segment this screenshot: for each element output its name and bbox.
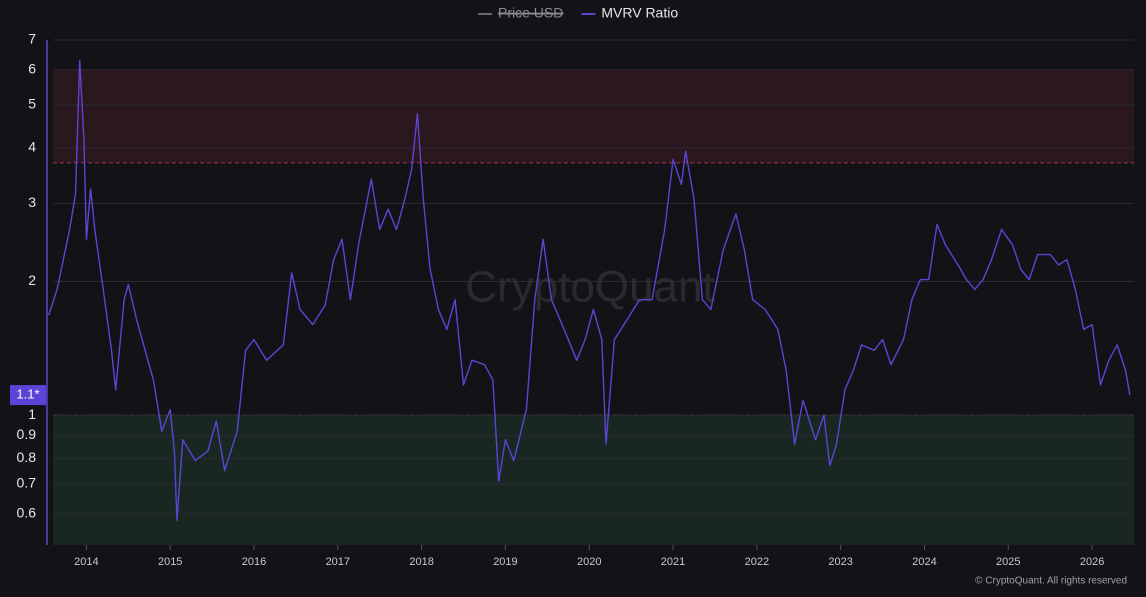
x-tick-label: 2025 bbox=[996, 556, 1020, 568]
y-tick-label: 6 bbox=[28, 60, 36, 76]
legend-label[interactable]: Price USD bbox=[498, 5, 563, 21]
y-tick-label: 1 bbox=[28, 406, 36, 422]
y-tick-label: 4 bbox=[28, 139, 36, 155]
y-tick-label: 0.7 bbox=[17, 475, 37, 491]
x-tick-label: 2023 bbox=[828, 556, 852, 568]
data-line bbox=[48, 59, 1131, 521]
x-tick-label: 2022 bbox=[745, 556, 769, 568]
x-tick-label: 2024 bbox=[912, 556, 936, 568]
y-tick-label: 2 bbox=[28, 272, 36, 288]
y-tick-label: 5 bbox=[28, 96, 36, 112]
watermark: CryptoQuant bbox=[465, 263, 714, 312]
x-tick-label: 2019 bbox=[493, 556, 517, 568]
x-tick-label: 2014 bbox=[74, 556, 98, 568]
x-tick-label: 2021 bbox=[661, 556, 685, 568]
y-tick-label: 0.6 bbox=[17, 504, 37, 520]
x-tick-label: 2018 bbox=[409, 556, 433, 568]
zone-band bbox=[53, 415, 1134, 545]
y-tick-label: 0.9 bbox=[17, 426, 37, 442]
x-tick-label: 2015 bbox=[158, 556, 182, 568]
footer: © CryptoQuant. All rights reserved bbox=[975, 576, 1127, 587]
y-tick-label: 3 bbox=[28, 194, 36, 210]
x-tick-label: 2017 bbox=[326, 556, 350, 568]
y-tick-label: 0.8 bbox=[17, 449, 37, 465]
last-value-badge bbox=[10, 385, 46, 406]
x-tick-label: 2020 bbox=[577, 556, 601, 568]
legend-label[interactable]: MVRV Ratio bbox=[601, 5, 678, 21]
zone-band bbox=[53, 69, 1134, 163]
y-tick-label: 7 bbox=[28, 31, 36, 47]
last-value-label: 1.1* bbox=[16, 386, 39, 401]
x-tick-label: 2026 bbox=[1080, 556, 1104, 568]
x-tick-label: 2016 bbox=[242, 556, 266, 568]
